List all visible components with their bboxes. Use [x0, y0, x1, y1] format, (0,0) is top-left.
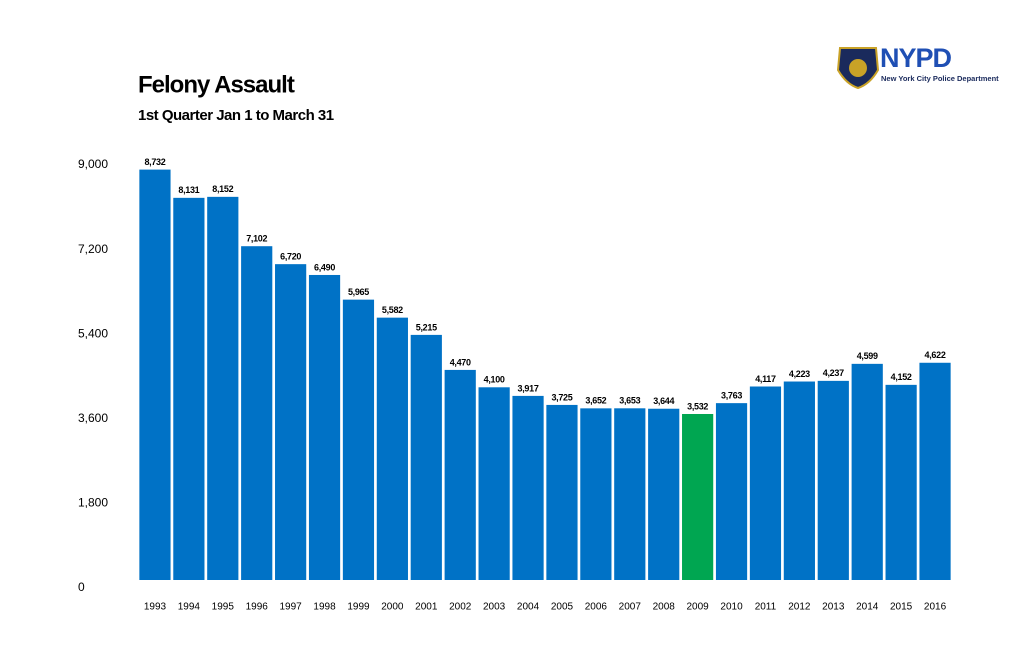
badge-seal [849, 59, 867, 77]
x-tick-label: 1997 [280, 602, 303, 613]
x-tick-label: 2001 [415, 602, 438, 613]
x-tick-label: 1994 [178, 602, 201, 613]
y-tick-label: 7,200 [78, 242, 108, 256]
value-label: 8,131 [178, 185, 199, 195]
x-tick-label: 1996 [246, 602, 269, 613]
chart-title: Felony Assault [138, 71, 295, 98]
bar [715, 403, 748, 580]
chart-subtitle: 1st Quarter Jan 1 to March 31 [138, 107, 334, 124]
bar [410, 334, 442, 580]
value-label: 3,653 [619, 396, 640, 406]
x-tick-label: 1998 [313, 602, 336, 613]
bar [444, 369, 476, 580]
bar [648, 408, 680, 580]
value-label: 7,102 [246, 234, 267, 244]
value-label: 3,652 [585, 396, 606, 406]
bar [139, 169, 171, 580]
x-tick-label: 2002 [449, 602, 472, 613]
x-tick-label: 2011 [755, 602, 777, 613]
value-label: 8,732 [144, 157, 165, 167]
value-label: 4,152 [891, 372, 912, 382]
x-tick-label: 2015 [890, 602, 913, 613]
x-tick-label: 2014 [856, 602, 879, 613]
bar [919, 362, 951, 580]
bar [308, 274, 341, 580]
value-label: 8,152 [212, 184, 233, 194]
x-tick-label: 1995 [212, 602, 235, 613]
y-tick-label: 3,600 [78, 411, 108, 425]
bar [885, 384, 917, 580]
bar [512, 395, 544, 580]
value-label: 4,117 [755, 374, 776, 384]
bar [749, 386, 782, 580]
x-tick-label: 2009 [687, 602, 710, 613]
y-tick-label: 1,800 [78, 496, 108, 510]
x-tick-label: 2010 [720, 602, 743, 613]
y-tick-label: 0 [78, 580, 85, 594]
value-label: 5,582 [382, 305, 403, 315]
value-label: 6,490 [314, 262, 335, 272]
bar [783, 381, 815, 580]
value-label: 6,720 [280, 252, 301, 262]
y-tick-label: 9,000 [78, 157, 108, 171]
bar [546, 404, 578, 580]
x-tick-label: 2000 [381, 602, 404, 613]
value-label: 4,599 [857, 351, 878, 361]
value-label: 4,622 [925, 350, 946, 360]
x-tick-label: 2007 [619, 602, 642, 613]
value-label: 3,917 [518, 383, 539, 393]
x-tick-label: 2005 [551, 602, 574, 613]
value-label: 3,644 [653, 396, 674, 406]
logo: NYPD New York City Police Department [836, 43, 999, 90]
bar [342, 299, 375, 580]
logo-subtitle: New York City Police Department [881, 74, 999, 83]
value-label: 5,215 [416, 322, 437, 332]
bar [851, 363, 883, 580]
value-label: 3,725 [551, 392, 572, 402]
value-label: 4,237 [823, 368, 844, 378]
bar [207, 196, 239, 580]
logo-text: NYPD [880, 43, 952, 73]
value-label: 4,470 [450, 357, 471, 367]
x-tick-label: 2006 [585, 602, 608, 613]
value-label: 5,965 [348, 287, 369, 297]
bar [173, 197, 205, 580]
bar [275, 264, 307, 580]
y-tick-label: 5,400 [78, 326, 108, 340]
bar [817, 380, 849, 580]
x-tick-label: 1999 [347, 602, 370, 613]
x-tick-label: 2004 [517, 602, 540, 613]
bar [376, 317, 408, 580]
bar [478, 387, 510, 580]
x-tick-label: 2012 [788, 602, 811, 613]
bar [580, 408, 612, 580]
bar [241, 246, 273, 580]
x-tick-label: 2016 [924, 602, 947, 613]
x-tick-label: 2013 [822, 602, 845, 613]
bar [614, 408, 646, 580]
value-label: 3,532 [687, 401, 708, 411]
bar [682, 413, 714, 580]
value-label: 3,763 [721, 391, 742, 401]
x-tick-label: 2008 [653, 602, 676, 613]
value-label: 4,223 [789, 369, 810, 379]
value-label: 4,100 [484, 375, 505, 385]
x-tick-label: 1993 [144, 602, 167, 613]
x-tick-label: 2003 [483, 602, 506, 613]
